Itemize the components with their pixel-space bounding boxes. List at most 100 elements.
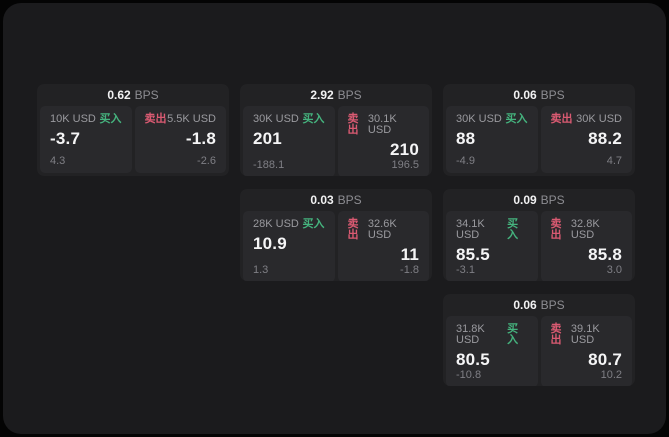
buy-size-label: 34.1K USD: [456, 218, 485, 241]
buy-sub-value: -3.1: [456, 263, 475, 276]
sell-price: 210: [390, 140, 419, 159]
buy-panel[interactable]: 30K USD 买入 88 -4.9: [446, 106, 538, 173]
buy-panel-top-row: 31.8K USD 买入: [456, 324, 528, 346]
sell-sub-value: 3.0: [606, 263, 622, 276]
sell-price: 80.7: [588, 350, 622, 369]
sell-sub-value: 196.5: [391, 158, 419, 171]
quote-panels: 28K USD 买入 10.9 1.3 卖出 32.6K USD 11 -1.8: [240, 211, 432, 281]
quote-card: 0.06 BPS 31.8K USD 买入 80.5 -10.8 卖出 39.1…: [443, 294, 635, 386]
quote-panels: 34.1K USD 买入 85.5 -3.1 卖出 32.8K USD 85.8…: [443, 211, 635, 281]
buy-panel[interactable]: 31.8K USD 买入 80.5 -10.8: [446, 316, 538, 386]
sell-panel[interactable]: 卖出 32.8K USD 85.8 3.0: [540, 211, 632, 281]
sell-panel[interactable]: 卖出 32.6K USD 11 -1.8: [337, 211, 429, 281]
buy-panel-top-row: 30K USD 买入: [253, 114, 325, 125]
quote-card: 0.06 BPS 30K USD 买入 88 -4.9 卖出 30K USD: [443, 84, 635, 176]
quote-card: 0.62 BPS 10K USD 买入 -3.7 4.3 卖出 5.5K USD: [37, 84, 229, 176]
sell-panel[interactable]: 卖出 39.1K USD 80.7 10.2: [540, 316, 632, 386]
bps-value: 0.03: [310, 193, 334, 207]
buy-side-label: 买入: [99, 113, 122, 125]
bps-unit-label: BPS: [540, 298, 565, 312]
buy-sub-value: -188.1: [253, 158, 285, 171]
buy-panel[interactable]: 30K USD 买入 201 -188.1: [243, 106, 335, 176]
buy-size-label: 31.8K USD: [456, 323, 485, 346]
quote-panels: 31.8K USD 买入 80.5 -10.8 卖出 39.1K USD 80.…: [443, 316, 635, 386]
buy-panel-top-row: 30K USD 买入: [456, 114, 528, 125]
sell-sub-value: 10.2: [600, 368, 622, 381]
sell-side-label: 卖出: [144, 113, 167, 125]
buy-panel[interactable]: 28K USD 买入 10.9 1.3: [243, 211, 335, 281]
quote-card: 0.03 BPS 28K USD 买入 10.9 1.3 卖出 32.6K US…: [240, 189, 432, 281]
app-surface: 0.62 BPS 10K USD 买入 -3.7 4.3 卖出 5.5K USD: [3, 3, 666, 434]
sell-size-label: 32.8K USD: [570, 218, 600, 241]
buy-price: 10.9: [253, 234, 287, 253]
bps-unit-label: BPS: [337, 88, 362, 102]
buy-size-label: 30K USD: [456, 113, 502, 125]
buy-side-label: 买入: [507, 323, 519, 346]
sell-price: 85.8: [588, 245, 622, 264]
buy-side-label: 买入: [302, 113, 325, 125]
sell-size-label: 39.1K USD: [570, 323, 600, 346]
buy-size-label: 28K USD: [253, 218, 299, 230]
sell-size-label: 5.5K USD: [167, 113, 216, 125]
sell-size-label: 30.1K USD: [367, 113, 397, 136]
sell-side-label: 卖出: [347, 218, 359, 241]
sell-panel[interactable]: 卖出 30.1K USD 210 196.5: [337, 106, 429, 176]
bps-value: 0.06: [513, 298, 537, 312]
sell-sub-value: 4.7: [606, 155, 622, 167]
sell-size-label: 30K USD: [576, 113, 622, 125]
bps-value: 2.92: [310, 88, 334, 102]
buy-panel-top-row: 34.1K USD 买入: [456, 219, 528, 241]
sell-panel[interactable]: 卖出 30K USD 88.2 4.7: [540, 106, 632, 173]
quote-card: 0.09 BPS 34.1K USD 买入 85.5 -3.1 卖出 32.8K…: [443, 189, 635, 281]
buy-panel[interactable]: 34.1K USD 买入 85.5 -3.1: [446, 211, 538, 281]
sell-panel-top-row: 卖出 32.6K USD: [348, 219, 420, 241]
sell-panel-top-row: 卖出 5.5K USD: [145, 114, 217, 125]
bps-header: 0.62 BPS: [37, 84, 229, 106]
quote-panels: 10K USD 买入 -3.7 4.3 卖出 5.5K USD -1.8 -2.…: [37, 106, 229, 176]
bps-unit-label: BPS: [337, 193, 362, 207]
buy-panel-top-row: 10K USD 买入: [50, 114, 122, 125]
buy-size-label: 30K USD: [253, 113, 299, 125]
quote-panels: 30K USD 买入 201 -188.1 卖出 30.1K USD 210 1…: [240, 106, 432, 176]
buy-price: -3.7: [50, 129, 81, 148]
sell-price: 88.2: [588, 129, 622, 148]
buy-side-label: 买入: [505, 113, 528, 125]
buy-price: 88: [456, 129, 476, 148]
sell-side-label: 卖出: [550, 113, 573, 125]
bps-header: 2.92 BPS: [240, 84, 432, 106]
quote-card: 2.92 BPS 30K USD 买入 201 -188.1 卖出 30.1K …: [240, 84, 432, 176]
bps-header: 0.06 BPS: [443, 84, 635, 106]
bps-header: 0.09 BPS: [443, 189, 635, 211]
buy-side-label: 买入: [507, 218, 519, 241]
buy-sub-value: 4.3: [50, 155, 66, 167]
buy-price: 201: [253, 129, 282, 148]
sell-sub-value: -1.8: [400, 263, 419, 276]
buy-sub-value: -4.9: [456, 155, 475, 167]
sell-price: -1.8: [185, 129, 216, 148]
sell-panel[interactable]: 卖出 5.5K USD -1.8 -2.6: [134, 106, 226, 173]
buy-side-label: 买入: [302, 218, 325, 230]
buy-sub-value: -10.8: [456, 368, 482, 381]
sell-side-label: 卖出: [347, 113, 359, 136]
buy-size-label: 10K USD: [50, 113, 96, 125]
bps-unit-label: BPS: [540, 193, 565, 207]
bps-value: 0.62: [107, 88, 131, 102]
sell-panel-top-row: 卖出 32.8K USD: [551, 219, 623, 241]
buy-sub-value: 1.3: [253, 263, 269, 276]
buy-price: 85.5: [456, 245, 490, 264]
buy-panel-top-row: 28K USD 买入: [253, 219, 325, 230]
quote-panels: 30K USD 买入 88 -4.9 卖出 30K USD 88.2 4.7: [443, 106, 635, 176]
bps-unit-label: BPS: [134, 88, 159, 102]
sell-size-label: 32.6K USD: [367, 218, 397, 241]
bps-value: 0.09: [513, 193, 537, 207]
sell-sub-value: -2.6: [197, 155, 216, 167]
bps-unit-label: BPS: [540, 88, 565, 102]
quote-card-grid: 0.62 BPS 10K USD 买入 -3.7 4.3 卖出 5.5K USD: [37, 84, 635, 386]
sell-panel-top-row: 卖出 39.1K USD: [551, 324, 623, 346]
sell-panel-top-row: 卖出 30K USD: [551, 114, 623, 125]
buy-price: 80.5: [456, 350, 490, 369]
sell-side-label: 卖出: [550, 323, 562, 346]
sell-price: 11: [400, 245, 419, 264]
buy-panel[interactable]: 10K USD 买入 -3.7 4.3: [40, 106, 132, 173]
bps-header: 0.03 BPS: [240, 189, 432, 211]
